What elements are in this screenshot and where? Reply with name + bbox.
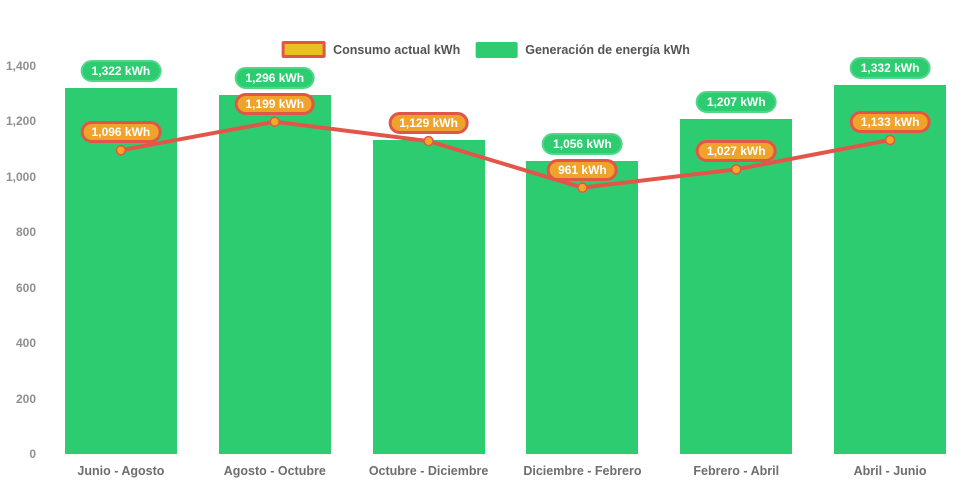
consumption-badge: 1,096 kWh [80, 121, 162, 144]
y-axis-tick-label: 400 [15, 336, 36, 351]
generation-badge: 1,207 kWh [695, 91, 777, 114]
generation-badge: 1,332 kWh [849, 56, 931, 79]
x-axis-category-label: Junio - Agosto [77, 464, 165, 478]
legend: Consumo actual kWh Generación de energía… [281, 41, 690, 58]
generation-bar[interactable] [372, 139, 485, 454]
x-axis-category-label: Octubre - Diciembre [368, 464, 489, 478]
y-axis-tick-label: 1,400 [5, 59, 36, 73]
legend-label-consumo: Consumo actual kWh [333, 42, 461, 57]
y-axis-tick-label: 1,200 [5, 114, 36, 129]
y-axis-tick-label: 0 [29, 447, 36, 461]
generation-bar[interactable] [218, 94, 331, 454]
y-axis-tick-label: 200 [15, 391, 36, 406]
consumption-point[interactable] [731, 164, 742, 175]
y-axis-tick-label: 800 [15, 225, 36, 240]
generation-badge: 1,296 kWh [234, 66, 316, 89]
consumption-line-swatch-icon [281, 41, 326, 58]
consumption-point[interactable] [577, 182, 588, 193]
generation-bar-swatch-icon [475, 41, 518, 58]
consumption-badge: 1,133 kWh [849, 110, 931, 133]
x-axis-category-label: Febrero - Abril [693, 464, 780, 478]
legend-item-consumo[interactable]: Consumo actual kWh [281, 41, 460, 58]
consumption-point[interactable] [423, 135, 434, 147]
x-axis-category-label: Abril - Junio [853, 464, 927, 478]
consumption-badge: 1,027 kWh [695, 140, 777, 163]
legend-label-generacion: Generación de energía kWh [525, 42, 690, 57]
generation-badge: 1,056 kWh [542, 133, 623, 156]
y-axis-tick-label: 1,000 [5, 169, 36, 184]
consumption-point[interactable] [884, 134, 896, 146]
consumption-point[interactable] [269, 116, 280, 127]
generation-badge: 1,322 kWh [80, 59, 162, 82]
legend-item-generacion[interactable]: Generación de energía kWh [475, 41, 690, 58]
generation-bar[interactable] [526, 161, 639, 454]
x-axis-category-label: Agosto - Octubre [223, 464, 326, 478]
x-axis-category-label: Diciembre - Febrero [523, 464, 642, 478]
consumption-line [120, 119, 891, 190]
consumption-badge: 1,129 kWh [388, 112, 469, 135]
consumption-badge: 961 kWh [547, 158, 618, 181]
consumption-point[interactable] [115, 145, 127, 156]
y-axis-tick-label: 600 [15, 280, 36, 295]
consumption-badge: 1,199 kWh [234, 92, 316, 115]
